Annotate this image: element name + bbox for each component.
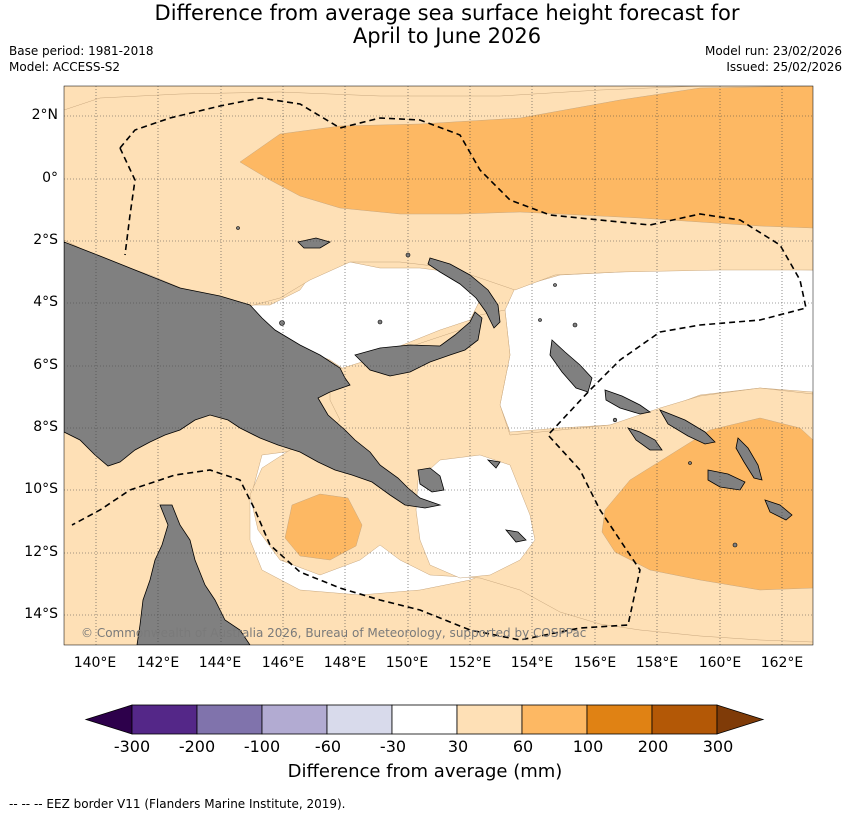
colorbar-label: -100 bbox=[243, 737, 281, 756]
colorbar-cell bbox=[326, 704, 393, 735]
copyright-text: © Commonwealth of Australia 2026, Bureau… bbox=[81, 626, 587, 640]
title-line-2: April to June 2026 bbox=[352, 24, 542, 48]
lat-label: 2°N bbox=[31, 107, 58, 123]
colorbar-cell bbox=[521, 704, 588, 735]
land-small-island bbox=[732, 542, 738, 548]
anomaly-60-100-southeast bbox=[601, 417, 813, 591]
colorbar-label: 300 bbox=[702, 737, 734, 756]
lon-label: 154°E bbox=[510, 655, 554, 671]
colorbar-cell bbox=[391, 704, 458, 735]
lon-label: 156°E bbox=[573, 655, 617, 671]
gridlines bbox=[64, 86, 813, 645]
lat-label: 2°S bbox=[33, 232, 58, 248]
colorbar-extend-low bbox=[84, 704, 133, 735]
lon-label: 146°E bbox=[261, 655, 305, 671]
land-small-island bbox=[612, 417, 618, 423]
land-solomon-newgeorgia bbox=[627, 427, 663, 451]
land-small-island bbox=[553, 283, 557, 287]
land-solomon-malaita bbox=[735, 437, 763, 481]
land-solomon-isabel bbox=[659, 409, 716, 445]
colorbar-cell bbox=[196, 704, 263, 735]
colorbar-cell bbox=[651, 704, 718, 735]
colorbar-label: -30 bbox=[379, 737, 407, 756]
land-small-island bbox=[538, 318, 542, 322]
land-new-britain bbox=[354, 311, 483, 377]
anomaly-60-100-southwest bbox=[284, 493, 363, 561]
lon-label: 140°E bbox=[73, 655, 117, 671]
anomaly-near-zero-hole bbox=[415, 454, 536, 579]
lon-label: 152°E bbox=[448, 655, 492, 671]
colorbar-cell bbox=[131, 704, 198, 735]
colorbar-label: -60 bbox=[314, 737, 342, 756]
lon-label: 162°E bbox=[760, 655, 804, 671]
land-solomon-choiseul bbox=[604, 389, 651, 415]
map-figure bbox=[63, 85, 814, 646]
lat-label: 6°S bbox=[33, 357, 58, 373]
land-dentrecasteaux bbox=[417, 467, 445, 493]
lon-label: 142°E bbox=[136, 655, 180, 671]
land-small-island bbox=[279, 320, 285, 326]
colorbar-label: 100 bbox=[572, 737, 604, 756]
colorbar-label: 60 bbox=[512, 737, 534, 756]
colorbar-cell bbox=[456, 704, 523, 735]
land-solomon-makira bbox=[764, 499, 793, 521]
lat-label: 12°S bbox=[24, 544, 58, 560]
lon-label: 144°E bbox=[198, 655, 242, 671]
colorbar-label: 30 bbox=[447, 737, 469, 756]
base-period-text: Base period: 1981-2018 bbox=[9, 44, 154, 58]
lon-label: 160°E bbox=[698, 655, 742, 671]
lat-label: 4°S bbox=[33, 294, 58, 310]
lat-label: 10°S bbox=[24, 481, 58, 497]
eez-border-north bbox=[119, 147, 136, 256]
model-text: Model: ACCESS-S2 bbox=[9, 60, 121, 74]
land-australia bbox=[136, 504, 251, 645]
meta-left: Base period: 1981-2018 Model: ACCESS-S2 bbox=[9, 43, 154, 75]
chart-title: Difference from average sea surface heig… bbox=[0, 2, 850, 48]
colorbar-cell bbox=[261, 704, 328, 735]
colorbar-title: Difference from average (mm) bbox=[287, 761, 563, 782]
lon-label: 150°E bbox=[385, 655, 429, 671]
land-small-island bbox=[688, 461, 692, 465]
land-small-island bbox=[236, 226, 240, 230]
map-frame bbox=[63, 85, 814, 646]
anomaly-60-100-north bbox=[239, 86, 813, 229]
land-manus bbox=[297, 237, 331, 249]
lat-label: 0° bbox=[42, 170, 58, 186]
lon-label: 148°E bbox=[323, 655, 367, 671]
lat-label: 8°S bbox=[33, 419, 58, 435]
eez-footnote: -- -- -- EEZ border V11 (Flanders Marine… bbox=[9, 797, 346, 811]
colorbar-label: -300 bbox=[113, 737, 151, 756]
colorbar-extend-high bbox=[716, 704, 765, 735]
lat-label: 14°S bbox=[24, 606, 58, 622]
meta-right: Model run: 23/02/2026 Issued: 25/02/2026 bbox=[705, 43, 842, 75]
title-line-1: Difference from average sea surface heig… bbox=[154, 1, 740, 25]
land-woodlark bbox=[486, 459, 501, 469]
colorbar-cell bbox=[586, 704, 653, 735]
land-small-island bbox=[572, 322, 578, 328]
colorbar-label: 200 bbox=[637, 737, 669, 756]
land-louisiade bbox=[505, 529, 527, 543]
land-small-island bbox=[377, 319, 383, 325]
eez-border bbox=[71, 97, 807, 641]
issued-text: Issued: 25/02/2026 bbox=[726, 60, 842, 74]
lon-label: 158°E bbox=[635, 655, 679, 671]
colorbar-label: -200 bbox=[178, 737, 216, 756]
model-run-text: Model run: 23/02/2026 bbox=[704, 44, 842, 58]
